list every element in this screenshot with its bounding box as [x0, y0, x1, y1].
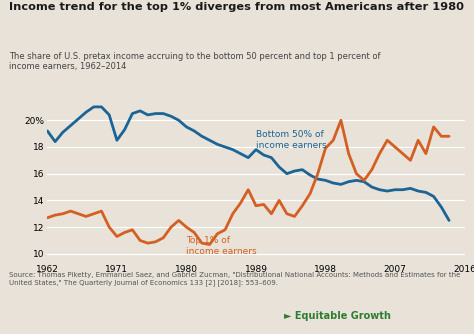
Text: The share of U.S. pretax income accruing to the bottom 50 percent and top 1 perc: The share of U.S. pretax income accruing…	[9, 52, 381, 71]
Text: Income trend for the top 1% diverges from most Americans after 1980: Income trend for the top 1% diverges fro…	[9, 2, 465, 12]
Text: Top 1% of
income earners: Top 1% of income earners	[186, 236, 257, 256]
Text: Source: Thomas Piketty, Emmanuel Saez, and Gabriel Zucman, "Distributional Natio: Source: Thomas Piketty, Emmanuel Saez, a…	[9, 272, 461, 286]
Text: ► Equitable Growth: ► Equitable Growth	[284, 311, 391, 321]
Text: Bottom 50% of
income earners: Bottom 50% of income earners	[256, 130, 327, 150]
